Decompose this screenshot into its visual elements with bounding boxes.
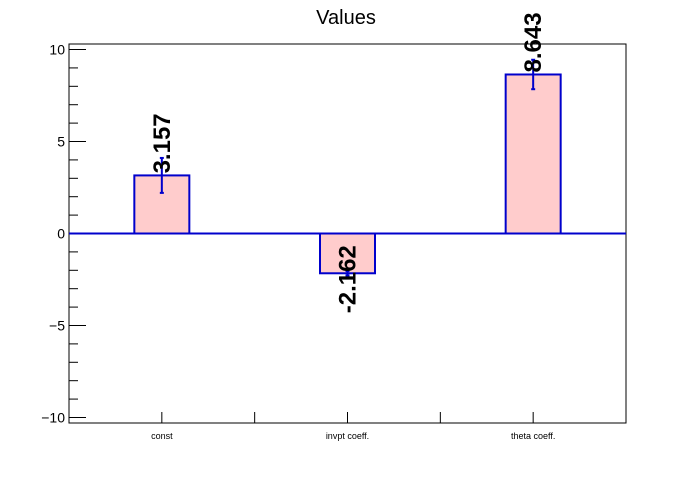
bars-group: 3.157 -2.162 8.643 bbox=[69, 12, 626, 313]
bar bbox=[133, 174, 191, 235]
bar-value-label: 3.157 bbox=[149, 113, 176, 173]
bar-value-label: -2.162 bbox=[335, 245, 362, 313]
y-tick-label: −10 bbox=[41, 409, 65, 425]
y-axis: −10 −5 0 5 10 bbox=[41, 42, 86, 425]
x-category-label: const bbox=[151, 431, 173, 441]
x-axis: const invpt coeff. theta coeff. bbox=[151, 412, 555, 441]
y-tick-label: 5 bbox=[57, 134, 65, 150]
x-category-label: invpt coeff. bbox=[326, 431, 369, 441]
x-category-label: theta coeff. bbox=[511, 431, 555, 441]
y-tick-label: 10 bbox=[49, 42, 65, 58]
bar-value-label: 8.643 bbox=[520, 12, 547, 72]
chart-title: Values bbox=[316, 7, 376, 29]
y-tick-label: 0 bbox=[57, 226, 65, 242]
y-tick-label: −5 bbox=[49, 317, 65, 333]
bar bbox=[504, 73, 562, 235]
